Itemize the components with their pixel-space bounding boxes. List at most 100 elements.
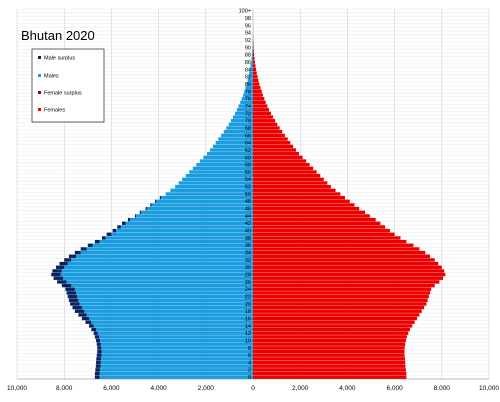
male-bar: [99, 239, 253, 244]
male-bar: [99, 335, 254, 339]
female-bar: [253, 294, 429, 299]
male-surplus-bar: [97, 346, 102, 350]
male-bar: [84, 309, 253, 313]
female-bar: [253, 272, 446, 277]
legend-label-female-surplus: Female surplus: [44, 91, 82, 97]
age-label: 4: [248, 360, 251, 366]
male-surplus-bar: [122, 221, 126, 225]
male-surplus-bar: [53, 276, 64, 280]
female-bar: [253, 108, 270, 112]
female-bar: [253, 232, 395, 236]
female-bar: [253, 261, 439, 266]
male-bar: [79, 302, 253, 306]
male-bar: [244, 89, 253, 94]
female-bar: [253, 243, 414, 247]
age-label: 0: [248, 375, 251, 381]
female-bar: [253, 324, 413, 328]
male-bar: [99, 371, 253, 376]
male-surplus-bar: [106, 232, 112, 236]
female-bar: [253, 375, 407, 379]
female-bar: [253, 346, 405, 350]
female-bar: [253, 195, 346, 200]
female-bar: [253, 206, 360, 211]
female-bar: [253, 320, 415, 324]
male-bar: [67, 261, 254, 266]
male-surplus-bar: [72, 305, 82, 310]
age-label: 20: [245, 302, 251, 308]
male-surplus-bar: [96, 360, 101, 365]
female-bar: [253, 247, 420, 251]
male-surplus-bar: [95, 364, 101, 368]
x-tick-label: 6,000: [103, 385, 120, 392]
legend-swatch-females: [38, 108, 41, 111]
x-tick-label: 8,000: [56, 385, 73, 392]
female-bar: [253, 203, 355, 207]
male-bar: [160, 195, 253, 200]
female-bar: [253, 122, 278, 127]
age-label: 36: [245, 243, 251, 249]
male-bar: [238, 104, 253, 108]
age-label: 86: [245, 60, 251, 66]
age-label: 90: [245, 45, 251, 51]
male-bar: [111, 232, 254, 236]
female-bar: [253, 371, 407, 376]
male-bar: [250, 64, 253, 68]
female-bar: [253, 283, 435, 288]
x-tick-label: 10,000: [7, 385, 27, 392]
female-bar: [253, 287, 432, 291]
female-bar: [253, 53, 255, 57]
male-bar: [140, 210, 253, 214]
male-bar: [245, 86, 253, 90]
female-bar: [253, 214, 370, 218]
age-label: 50: [245, 192, 251, 198]
male-bar: [248, 75, 253, 79]
age-label: 44: [245, 214, 251, 220]
x-tick-label: 8,000: [434, 385, 451, 392]
female-bar: [253, 353, 405, 357]
female-bar: [253, 225, 386, 229]
legend-swatch-male-surplus: [38, 56, 41, 59]
female-bar: [253, 269, 445, 273]
male-surplus-bar: [94, 335, 100, 339]
age-label: 68: [245, 126, 251, 132]
male-bar: [63, 276, 253, 280]
female-bar: [253, 357, 405, 361]
age-label: 76: [245, 97, 251, 103]
male-bar: [74, 287, 253, 291]
male-bar: [78, 298, 253, 302]
female-bar: [253, 258, 435, 262]
male-surplus-bar: [57, 280, 67, 284]
male-surplus-bar: [52, 269, 62, 273]
male-bar: [99, 375, 253, 379]
female-bar: [253, 159, 307, 163]
male-bar: [100, 364, 253, 368]
male-bar: [101, 349, 253, 354]
male-bar: [146, 206, 253, 211]
male-bar: [76, 291, 253, 295]
male-bar: [151, 203, 253, 207]
female-bar: [253, 316, 418, 321]
male-bar: [230, 119, 253, 123]
male-surplus-bar: [85, 320, 92, 324]
female-bar: [253, 64, 256, 68]
age-label: 92: [245, 38, 251, 44]
male-bar: [252, 49, 253, 53]
male-surplus-bar: [68, 298, 79, 302]
male-surplus-bar: [74, 309, 85, 313]
x-tick-label: 4,000: [339, 385, 356, 392]
male-surplus-bar: [55, 265, 65, 269]
female-bar: [253, 342, 406, 346]
male-bar: [100, 342, 253, 346]
male-surplus-bar: [96, 357, 102, 361]
male-surplus-bar: [96, 342, 101, 346]
age-label: 22: [245, 294, 251, 300]
age-label: 26: [245, 280, 251, 286]
male-bar: [96, 327, 253, 332]
age-label: 60: [245, 155, 251, 161]
female-bar: [253, 86, 261, 90]
male-surplus-bar: [93, 331, 98, 335]
age-label: 82: [245, 75, 251, 81]
age-label: 56: [245, 170, 251, 176]
male-surplus-bar: [65, 287, 75, 291]
male-bar: [182, 177, 253, 182]
